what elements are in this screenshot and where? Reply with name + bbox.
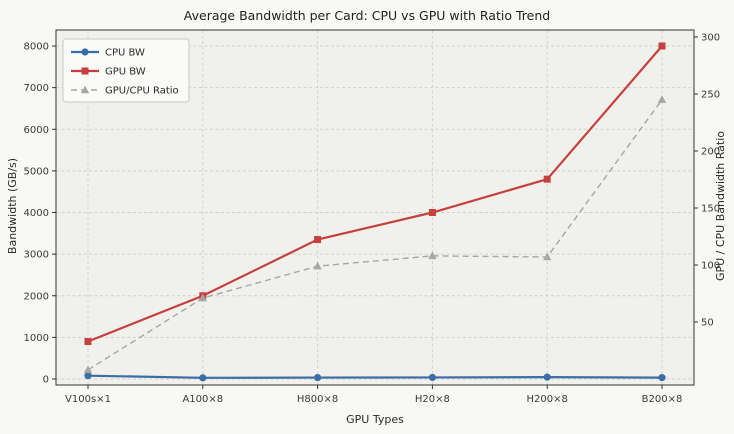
- axis-ticks: 0 1000 2000 3000 4000 5000 6000 7000 8000 50 100 15…: [24, 33, 721, 406]
- svg-text:250: 250: [701, 90, 720, 101]
- svg-text:8000: 8000: [24, 42, 49, 53]
- svg-text:200: 200: [701, 147, 720, 158]
- svg-text:V100s×1: V100s×1: [65, 394, 111, 405]
- y-axis-label-left: Bandwidth (GB/s): [6, 157, 19, 255]
- y-axis-label-right: GPU / CPU Bandwidth Ratio: [714, 130, 727, 282]
- svg-text:300: 300: [701, 33, 720, 44]
- svg-text:100: 100: [701, 261, 720, 272]
- svg-text:GPU BW: GPU BW: [105, 67, 146, 78]
- svg-text:50: 50: [701, 318, 714, 329]
- series-cpu-bw: [84, 372, 666, 382]
- svg-text:H200×8: H200×8: [527, 394, 568, 405]
- legend-item-gpu-cpu-ratio: GPU/CPU Ratio: [71, 86, 179, 97]
- svg-text:H800×8: H800×8: [297, 394, 338, 405]
- x-axis-label: GPU Types: [346, 413, 404, 426]
- legend: CPU BW GPU BW GPU/CPU Ratio: [62, 38, 190, 103]
- svg-text:6000: 6000: [24, 125, 49, 136]
- chart-title: Average Bandwidth per Card: CPU vs GPU w…: [183, 8, 551, 23]
- series-gpu-cpu-ratio: [83, 95, 667, 374]
- svg-text:2000: 2000: [24, 291, 49, 302]
- svg-text:H20×8: H20×8: [415, 394, 450, 405]
- svg-text:1000: 1000: [24, 333, 49, 344]
- svg-text:B200×8: B200×8: [642, 394, 683, 405]
- svg-text:7000: 7000: [24, 83, 49, 94]
- svg-text:5000: 5000: [24, 166, 49, 177]
- svg-text:4000: 4000: [24, 208, 49, 219]
- legend-item-gpu-bw: GPU BW: [71, 67, 146, 78]
- svg-text:150: 150: [701, 204, 720, 215]
- legend-item-cpu-bw: CPU BW: [71, 48, 145, 59]
- svg-text:A100×8: A100×8: [182, 394, 223, 405]
- svg-text:0: 0: [43, 375, 49, 386]
- svg-text:3000: 3000: [24, 250, 49, 261]
- svg-text:CPU BW: CPU BW: [105, 48, 145, 59]
- svg-text:GPU/CPU Ratio: GPU/CPU Ratio: [105, 86, 179, 97]
